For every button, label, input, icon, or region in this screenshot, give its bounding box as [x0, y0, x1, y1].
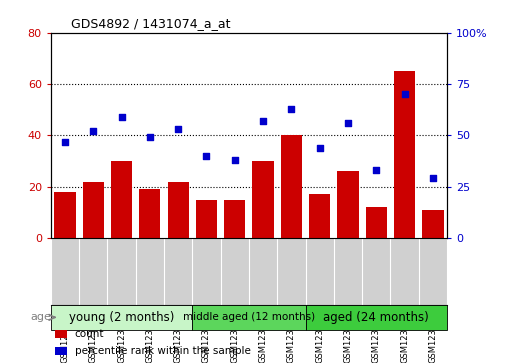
Text: age: age — [30, 313, 51, 322]
Point — [61, 139, 69, 144]
Bar — [139, 189, 161, 238]
Bar — [366, 207, 387, 238]
Bar — [305, 305, 447, 330]
Bar — [394, 71, 415, 238]
Point — [89, 129, 98, 134]
Point — [288, 106, 296, 111]
Text: young (2 months): young (2 months) — [69, 311, 174, 324]
Text: GDS4892 / 1431074_a_at: GDS4892 / 1431074_a_at — [71, 17, 230, 30]
Bar — [193, 305, 305, 330]
Bar — [168, 182, 189, 238]
Text: aged (24 months): aged (24 months) — [324, 311, 429, 324]
Point — [117, 114, 125, 120]
Text: percentile rank within the sample: percentile rank within the sample — [75, 346, 250, 356]
Point — [202, 153, 210, 159]
Point — [429, 176, 437, 182]
Point — [372, 167, 380, 173]
Point — [344, 120, 352, 126]
Point — [231, 157, 239, 163]
Bar — [83, 182, 104, 238]
Point — [315, 145, 324, 151]
Bar — [281, 135, 302, 238]
Text: middle aged (12 months): middle aged (12 months) — [183, 313, 315, 322]
Bar — [309, 195, 330, 238]
Bar — [196, 200, 217, 238]
Bar — [55, 347, 67, 355]
Bar — [55, 330, 67, 338]
Bar — [224, 200, 245, 238]
Bar — [337, 171, 359, 238]
Bar — [54, 192, 76, 238]
Bar — [422, 210, 443, 238]
Point — [400, 91, 408, 97]
Text: count: count — [75, 329, 104, 339]
Point — [259, 118, 267, 124]
Point — [146, 135, 154, 140]
Bar — [111, 161, 132, 238]
Bar — [252, 161, 274, 238]
Bar — [51, 305, 193, 330]
Point — [174, 126, 182, 132]
